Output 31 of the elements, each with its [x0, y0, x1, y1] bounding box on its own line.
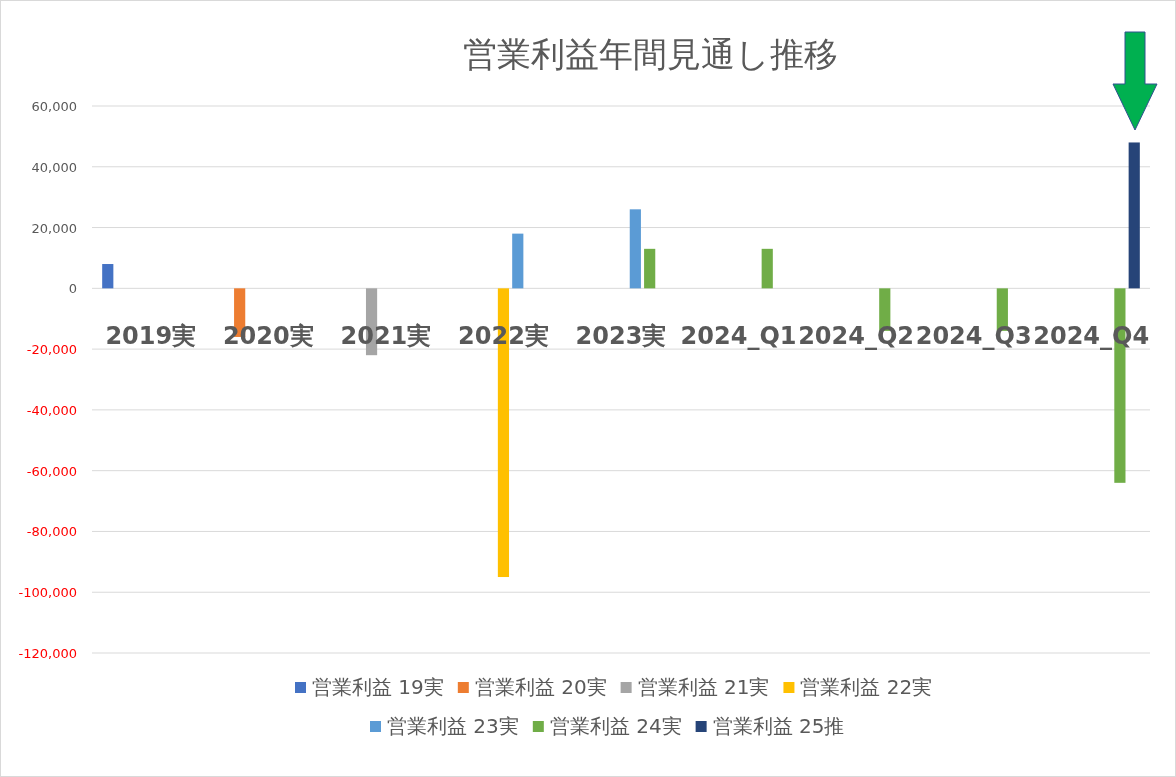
x-tick-label: 2024_Q2	[798, 322, 915, 351]
y-tick-label: -20,000	[26, 342, 77, 358]
bar	[512, 233, 524, 289]
y-tick-label: 20,000	[31, 220, 77, 236]
legend-label: 営業利益 25推	[712, 714, 845, 738]
chart-title: 営業利益年間見通し推移	[462, 34, 838, 74]
legend-label: 営業利益 20実	[474, 675, 607, 699]
x-tick-label: 2023実	[575, 322, 667, 351]
bar	[644, 248, 656, 289]
legend-label: 営業利益 23実	[387, 714, 519, 738]
x-tick-label: 2020実	[222, 322, 314, 351]
bar	[629, 209, 641, 289]
y-tick-label: 0	[68, 281, 77, 297]
y-tick-label: -60,000	[26, 463, 77, 479]
y-tick-label: -100,000	[18, 585, 77, 601]
y-tick-label: 40,000	[31, 159, 77, 175]
bar	[1128, 142, 1140, 289]
y-tick-label: 60,000	[31, 99, 77, 114]
x-tick-label: 2021実	[340, 322, 432, 351]
x-tick-label: 2024_Q1	[680, 322, 797, 351]
bar	[102, 264, 114, 289]
legend-label: 営業利益 24実	[549, 714, 682, 738]
y-tick-label: -80,000	[26, 524, 77, 540]
x-tick-label: 2019実	[105, 322, 197, 351]
legend-label: 営業利益 21実	[637, 675, 770, 699]
legend-label: 営業利益 19実	[312, 675, 444, 699]
bar	[761, 248, 773, 289]
x-tick-label: 2024_Q3	[915, 322, 1032, 351]
y-tick-label: -40,000	[26, 402, 77, 418]
legend-label: 営業利益 22実	[800, 675, 933, 699]
y-tick-label: -120,000	[18, 646, 77, 661]
